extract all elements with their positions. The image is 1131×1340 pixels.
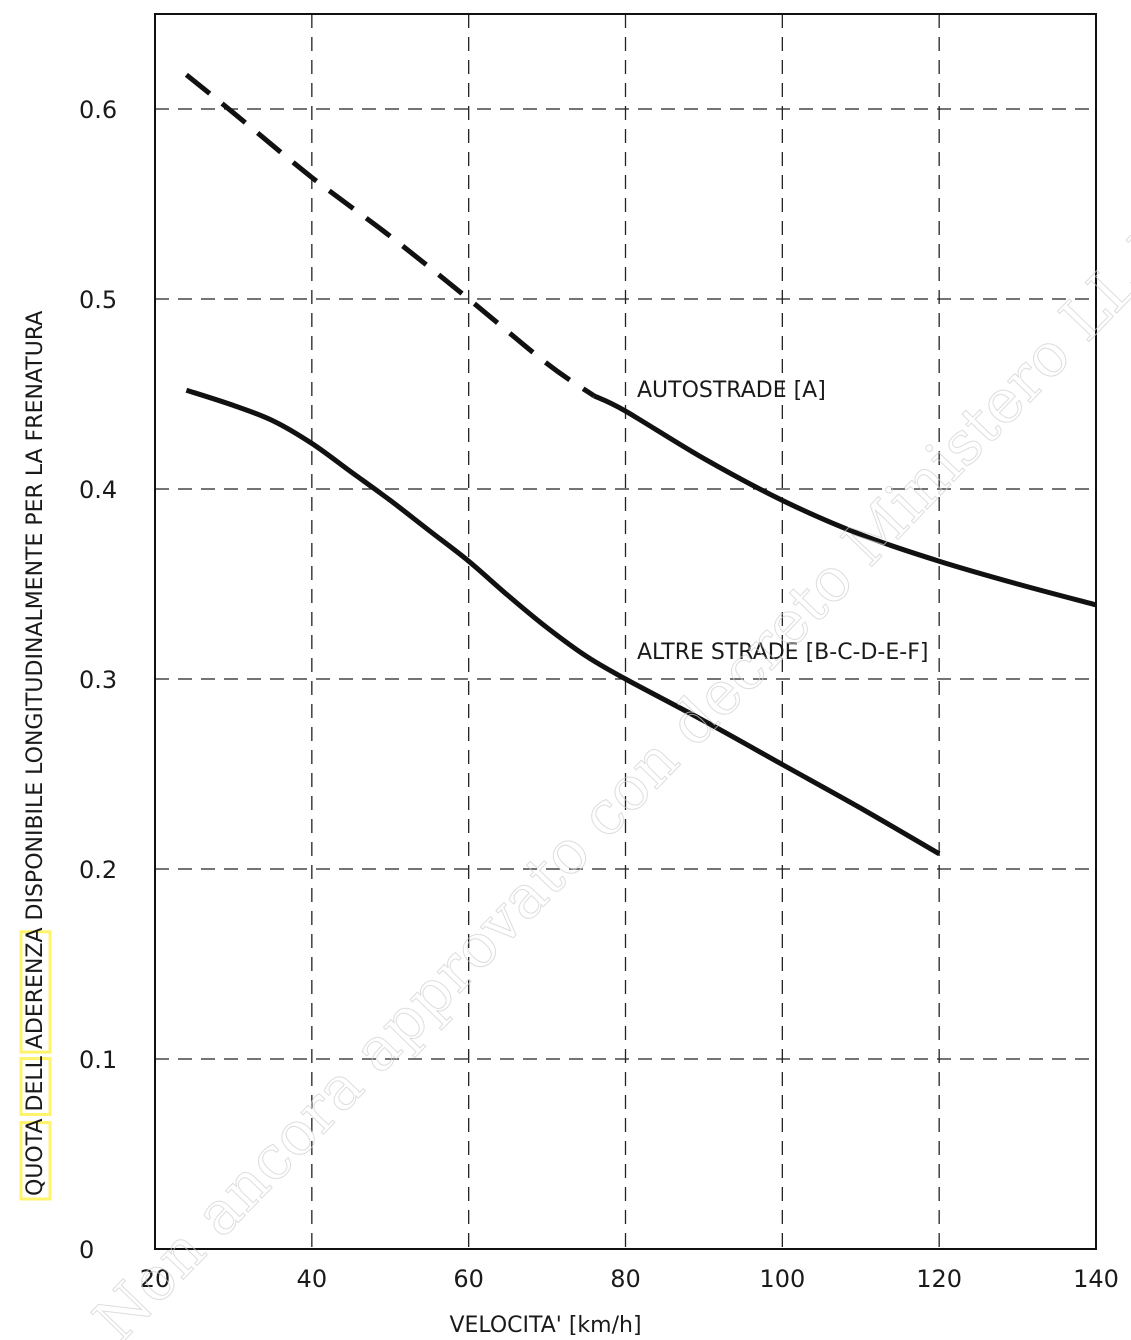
x-tick-label: 20 [140,1265,171,1293]
y-axis-title-word: FRENATURA [23,311,48,442]
y-tick-label: 0.1 [79,1046,117,1074]
watermark: Non ancora approvato con decreto Ministe… [80,172,1131,1340]
y-axis-title-highlight [19,1057,52,1116]
series-label-1: ALTRE STRADE [B-C-D-E-F] [637,640,928,665]
y-axis-title: QUOTA DELL ADERENZA DISPONIBILE LONGITUD… [19,311,52,1201]
y-axis-title-highlight [19,930,52,1054]
y-axis-title-text: QUOTA DELL ADERENZA DISPONIBILE LONGITUD… [23,311,48,1196]
series-line-1 [185,387,941,856]
series-label-0: AUTOSTRADE [A] [637,378,826,403]
series-labels: AUTOSTRADE [A] ALTRE STRADE [B-C-D-E-F] [637,378,928,665]
y-axis-title-word: ADERENZA [23,920,48,1049]
x-tick-label: 140 [1073,1265,1119,1293]
y-tick-label: 0.3 [79,666,117,694]
series-line-0-dashed [184,72,596,398]
x-tick-label: 100 [759,1265,805,1293]
x-tick-label: 60 [453,1265,484,1293]
x-tick-label: 80 [610,1265,641,1293]
x-axis-title: VELOCITA' [km/h] [449,1313,641,1338]
y-axis-title-highlight [19,1121,52,1201]
y-tick-label: 0.2 [79,856,117,884]
plot-frame [154,13,1097,1250]
tick-labels: 20 40 60 80 100 120 140 0 0.1 0.2 0.3 0.4 0.5 0.6 [79,96,1119,1293]
x-tick-label: 40 [297,1265,328,1293]
y-tick-label: 0.6 [79,96,117,124]
y-axis-title-word: LONGITUDINALMENTE [23,526,48,775]
y-axis-title-word: PER [23,476,48,525]
y-tick-label: 0.5 [79,286,117,314]
grid-lines [155,14,1096,1249]
y-axis-title-word: DELL [23,1049,48,1111]
y-axis-title-word: QUOTA [23,1111,48,1196]
series-lines [184,72,1097,856]
x-tick-label: 120 [916,1265,962,1293]
y-tick-label: 0.4 [79,476,117,504]
y-tick-label: 0 [79,1236,94,1264]
y-axis-title-word: DISPONIBILE [23,775,48,921]
series-line-0-solid [593,393,1097,608]
y-axis-title-word: LA [23,441,48,476]
